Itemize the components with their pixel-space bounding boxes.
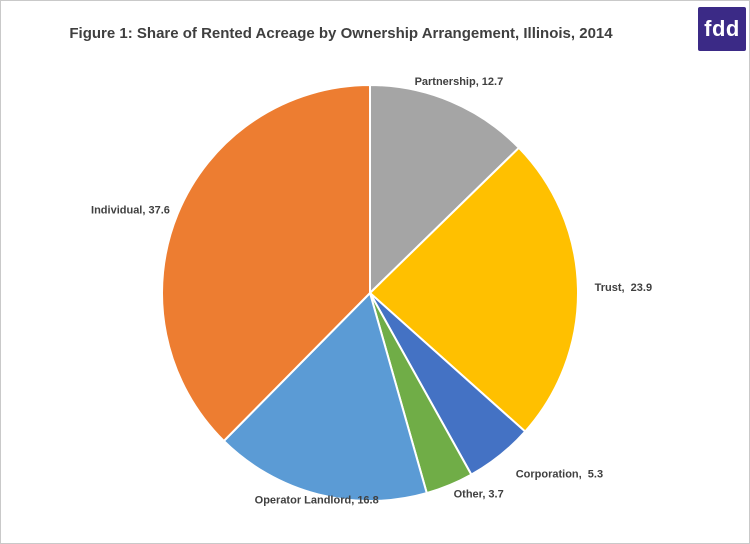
data-label-trust: Trust, 23.9	[595, 282, 652, 294]
pie-slice-trust	[368, 146, 579, 433]
data-label-operator-landlord: Operator Landlord, 16.8	[255, 494, 379, 506]
data-label-corporation: Corporation, 5.3	[516, 469, 603, 481]
pie-slice-partnership	[369, 83, 521, 296]
pie-slice-operator-landlord	[222, 291, 429, 502]
data-label-partnership: Partnership, 12.7	[415, 76, 504, 88]
pie-slice-individual	[161, 83, 371, 443]
fdd-logo: fdd	[698, 7, 746, 51]
data-label-individual: Individual, 37.6	[91, 205, 170, 217]
data-label-other: Other, 3.7	[454, 489, 504, 501]
chart-title: Figure 1: Share of Rented Acreage by Own…	[69, 25, 613, 42]
